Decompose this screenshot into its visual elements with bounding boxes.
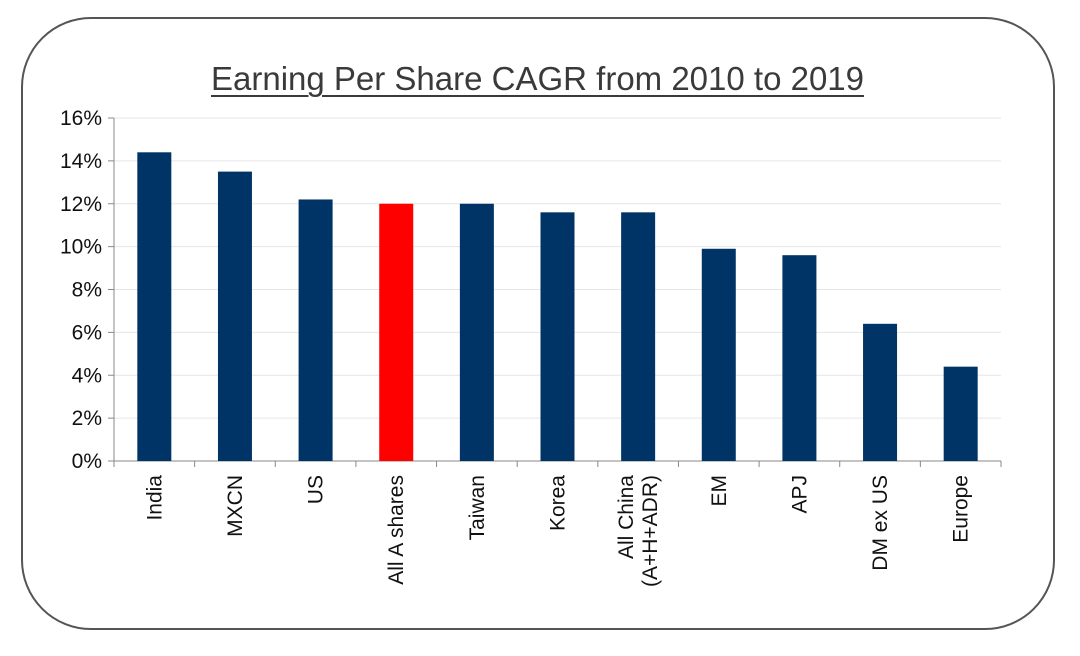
bar xyxy=(540,212,575,461)
chart-title: Earning Per Share CAGR from 2010 to 2019 xyxy=(210,60,865,97)
bar xyxy=(217,171,252,461)
y-tick-label: 12% xyxy=(60,193,102,216)
bar xyxy=(782,255,817,461)
bar xyxy=(298,199,333,461)
bar xyxy=(621,212,656,461)
category-label: EM xyxy=(708,475,731,507)
category-label: Europe xyxy=(950,475,973,543)
category-label: MXCN xyxy=(224,475,247,537)
category-label: DM ex US xyxy=(869,475,892,571)
category-label: All China xyxy=(615,475,638,559)
bar xyxy=(863,323,898,461)
y-tick-label: 16% xyxy=(60,107,102,130)
bar xyxy=(459,203,494,461)
category-label: Korea xyxy=(547,475,570,531)
y-tick-label: 2% xyxy=(72,407,102,430)
y-tick-label: 4% xyxy=(72,364,102,387)
bar xyxy=(379,203,414,461)
category-label: Taiwan xyxy=(466,475,489,540)
bar xyxy=(701,248,736,461)
y-tick-label: 8% xyxy=(72,279,102,302)
category-label: All A shares xyxy=(385,475,408,585)
y-tick-label: 0% xyxy=(72,450,102,473)
chart-frame xyxy=(21,17,1055,630)
category-label: US xyxy=(305,475,328,504)
category-label: APJ xyxy=(788,475,811,514)
bar xyxy=(137,152,172,462)
category-label: (A+H+ADR) xyxy=(639,475,662,587)
y-tick-label: 10% xyxy=(60,236,102,259)
bar xyxy=(943,366,978,461)
category-label: India xyxy=(143,475,166,521)
y-tick-label: 6% xyxy=(72,321,102,344)
y-tick-label: 14% xyxy=(60,150,102,173)
